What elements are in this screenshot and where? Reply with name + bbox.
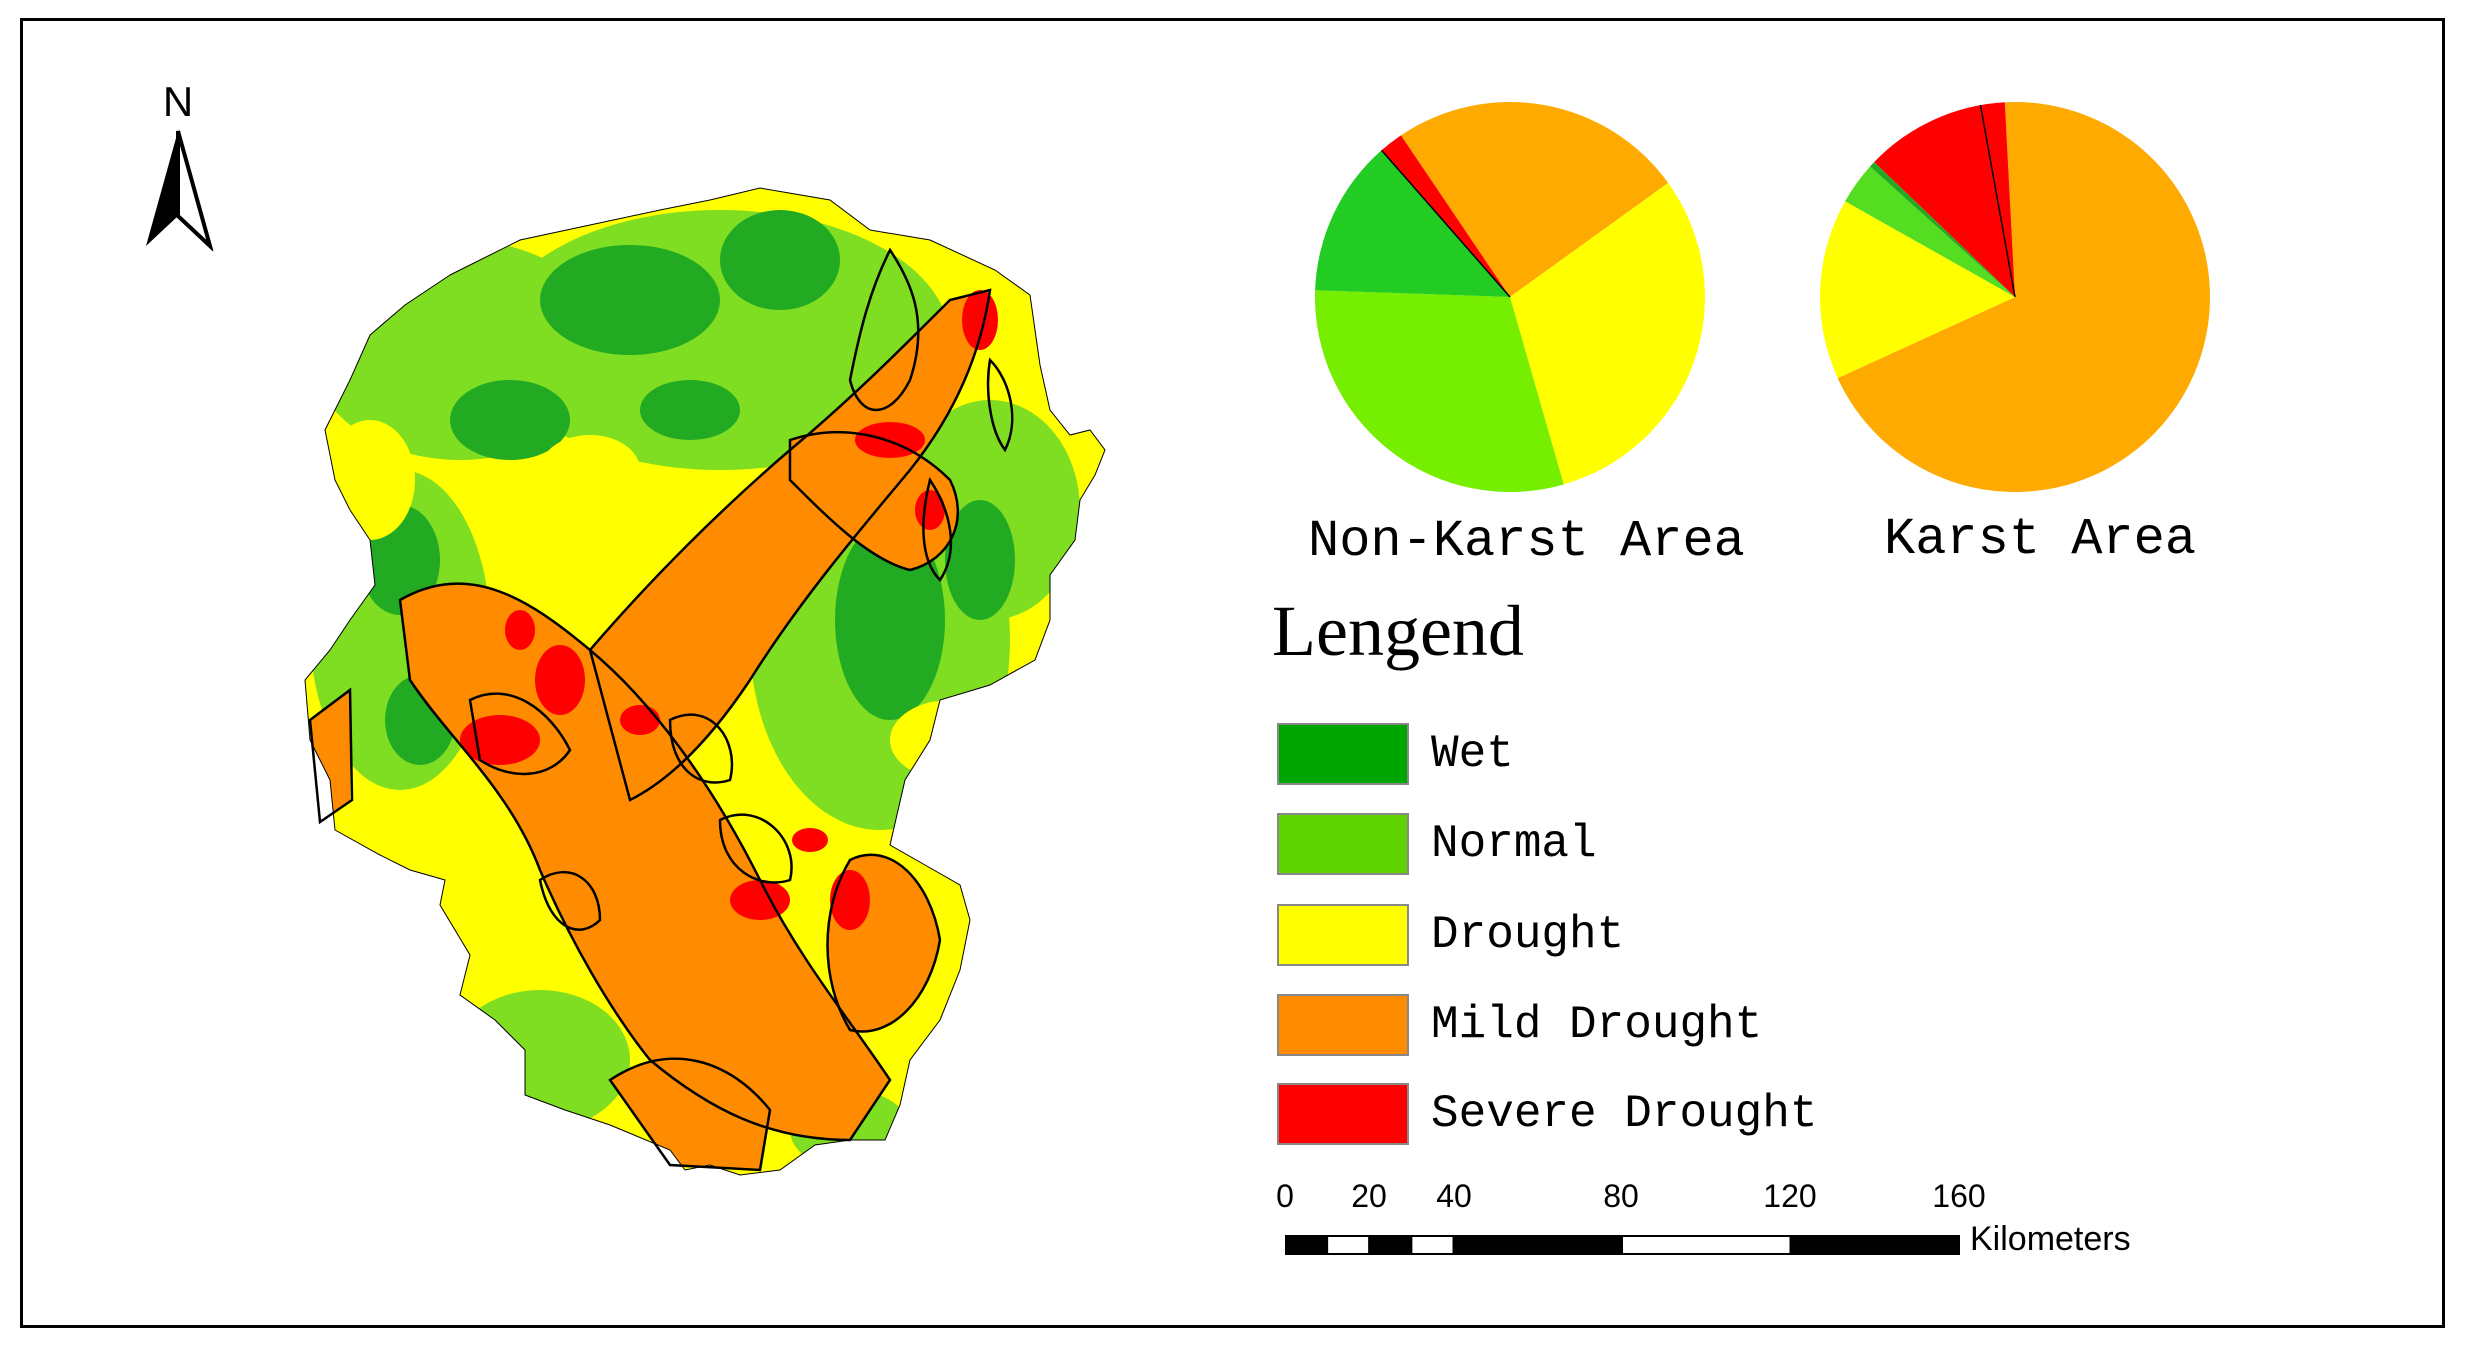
legend-item-severe-drought: Severe Drought (1277, 1082, 1817, 1146)
legend-item-normal: Normal (1277, 812, 1597, 876)
north-arrow: N (138, 78, 218, 253)
legend-label: Normal (1431, 818, 1597, 870)
pie-divider-line (1979, 104, 2016, 298)
pie-slice-normal (1845, 166, 2015, 297)
legend-item-mild-drought: Mild Drought (1277, 993, 1762, 1057)
map-frame (20, 18, 2445, 1328)
legend-label: Drought (1431, 909, 1625, 961)
scale-segment (1285, 1235, 1329, 1255)
legend-label: Mild Drought (1431, 999, 1763, 1051)
scale-tick-label: 120 (1763, 1178, 1817, 1214)
pie-slice-drought (1510, 182, 1705, 485)
drought-map (304, 187, 1106, 1176)
scale-tick-label: 160 (1932, 1178, 1986, 1214)
legend-swatch (1277, 813, 1409, 875)
legend-title: Lengend (1272, 591, 1524, 671)
pie-slice-drought (1820, 201, 2015, 379)
pie-slice-severe-drought (1381, 135, 1510, 297)
drought-classes (305, 188, 1105, 1175)
scale-tick-label: 40 (1436, 1178, 1472, 1214)
scale-segment (1326, 1235, 1371, 1255)
pie-slice-mild-drought (1837, 102, 2210, 493)
scale-tick-label: 0 (1276, 1178, 1294, 1214)
legend-swatch (1277, 723, 1409, 785)
pie-karst (1820, 102, 2210, 493)
legend-swatch (1277, 1083, 1409, 1145)
north-letter: N (162, 78, 194, 125)
scale-segment (1368, 1235, 1413, 1255)
scale-segment (1789, 1235, 1960, 1255)
scale-bar: 0 20 40 80 120 160 Kilometers (1270, 1178, 2170, 1258)
scale-segment (1452, 1235, 1623, 1255)
pie-non-karst (1315, 101, 1705, 493)
legend-label: Severe Drought (1431, 1088, 1818, 1140)
scale-tick-label: 20 (1351, 1178, 1387, 1214)
legend-label: Wet (1431, 728, 1514, 780)
scale-bar-segments (1285, 1235, 1960, 1255)
pie-karst-label: Karst Area (1884, 510, 2197, 569)
scale-segment (1410, 1235, 1455, 1255)
pie-slice-severe-drought (1874, 102, 2015, 297)
scale-segment (1621, 1235, 1792, 1255)
scale-tick-label: 80 (1603, 1178, 1639, 1214)
pie-slice-mild-drought (1400, 101, 1669, 297)
legend-item-wet: Wet (1277, 722, 1514, 786)
legend-swatch (1277, 904, 1409, 966)
karst-outlines (308, 247, 1014, 1172)
pie-slice-wet (1870, 162, 2015, 297)
scale-units: Kilometers (1970, 1220, 2131, 1258)
legend-swatch (1277, 994, 1409, 1056)
pie-divider-line (1380, 149, 1511, 298)
pie-non-karst-label: Non-Karst Area (1308, 512, 1745, 571)
legend-item-drought: Drought (1277, 903, 1624, 967)
pie-slice-wet (1315, 150, 1510, 297)
north-arrow-icon (146, 130, 214, 251)
pie-slice-normal (1315, 290, 1564, 493)
